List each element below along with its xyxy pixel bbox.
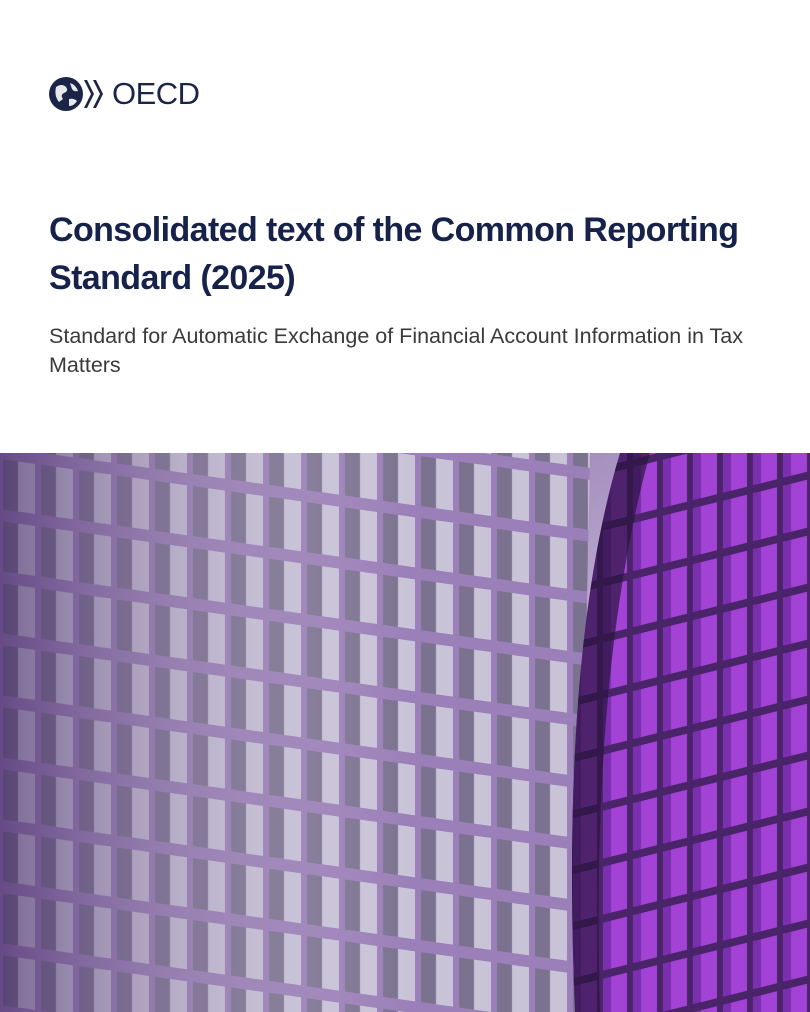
cover-photo bbox=[0, 453, 810, 1012]
title: Consolidated text of the Common Reportin… bbox=[49, 211, 739, 297]
subtitle: Standard for Automatic Exchange of Finan… bbox=[49, 324, 743, 377]
logo: OECD bbox=[48, 74, 200, 114]
logo-mark bbox=[49, 77, 103, 111]
logo-text: OECD bbox=[112, 76, 200, 111]
